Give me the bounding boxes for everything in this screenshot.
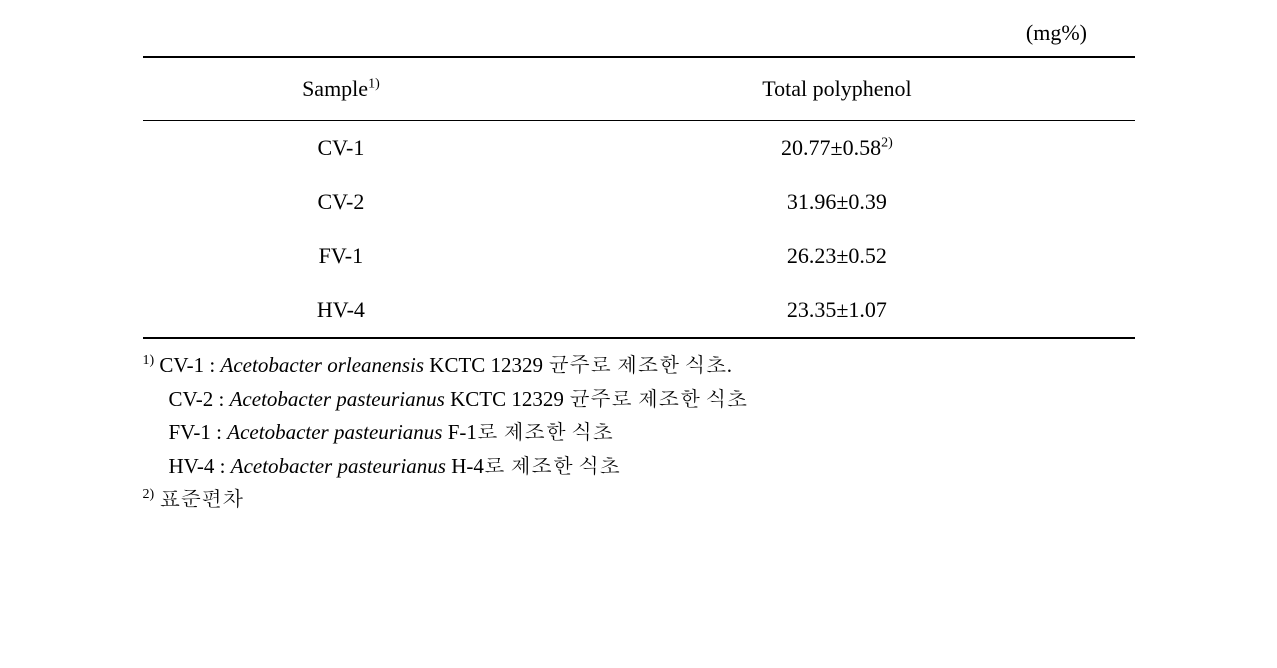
footnote-rest: KCTC 12329 균주로 제조한 식초 — [450, 387, 748, 411]
footnote-species: Acetobacter pasteurianus — [227, 420, 442, 444]
footnote-1-line-2: CV-2 : Acetobacter pasteurianus KCTC 123… — [143, 383, 1135, 417]
footnote-1-line-1: 1) CV-1 : Acetobacter orleanensis KCTC 1… — [143, 349, 1135, 383]
cell-value: 26.23±0.52 — [539, 229, 1134, 283]
cell-value-text: 20.77±0.58 — [781, 135, 881, 160]
header-value: Total polyphenol — [539, 57, 1134, 121]
header-sample-text: Sample — [302, 76, 368, 101]
footnote-species: Acetobacter orleanensis — [221, 353, 425, 377]
footnote-code: HV-4 — [169, 454, 215, 478]
footnote-rest: H-4로 제조한 식초 — [451, 454, 620, 478]
footnote-1-line-3: FV-1 : Acetobacter pasteurianus F-1로 제조한… — [143, 416, 1135, 450]
unit-label: (mg%) — [70, 20, 1207, 46]
footnote-code: CV-1 — [159, 353, 204, 377]
cell-sample: CV-2 — [143, 175, 540, 229]
table-row: HV-4 23.35±1.07 — [143, 283, 1135, 338]
cell-value: 23.35±1.07 — [539, 283, 1134, 338]
header-sample: Sample1) — [143, 57, 540, 121]
footnote-sep: : — [216, 420, 227, 444]
header-sample-sup: 1) — [368, 77, 380, 92]
footnote-2: 2) 표준편차 — [143, 483, 1135, 517]
footnote-2-sup: 2) — [143, 487, 155, 502]
polyphenol-table: Sample1) Total polyphenol CV-1 20.77±0.5… — [143, 56, 1135, 339]
table-body: CV-1 20.77±0.582) CV-2 31.96±0.39 FV-1 2… — [143, 121, 1135, 339]
cell-value: 20.77±0.582) — [539, 121, 1134, 176]
cell-value-text: 26.23±0.52 — [787, 243, 887, 268]
footnote-species: Acetobacter pasteurianus — [230, 387, 445, 411]
table-row: FV-1 26.23±0.52 — [143, 229, 1135, 283]
footnote-sep: : — [209, 353, 220, 377]
footnote-1-line-4: HV-4 : Acetobacter pasteurianus H-4로 제조한… — [143, 450, 1135, 484]
cell-value-text: 31.96±0.39 — [787, 189, 887, 214]
footnote-sep: : — [219, 387, 230, 411]
footnote-1-sup: 1) — [143, 353, 155, 368]
table-header-row: Sample1) Total polyphenol — [143, 57, 1135, 121]
footnote-code: CV-2 — [169, 387, 214, 411]
footnote-rest: KCTC 12329 균주로 제조한 식초. — [429, 353, 732, 377]
footnote-2-text: 표준편차 — [159, 487, 243, 511]
cell-value-text: 23.35±1.07 — [787, 297, 887, 322]
cell-sample: HV-4 — [143, 283, 540, 338]
footnote-rest: F-1로 제조한 식초 — [448, 420, 614, 444]
cell-sample: CV-1 — [143, 121, 540, 176]
footnote-species: Acetobacter pasteurianus — [231, 454, 446, 478]
footnotes: 1) CV-1 : Acetobacter orleanensis KCTC 1… — [143, 349, 1135, 517]
footnote-sep: : — [220, 454, 231, 478]
cell-value-sup: 2) — [881, 136, 893, 151]
table-row: CV-2 31.96±0.39 — [143, 175, 1135, 229]
footnote-code: FV-1 — [169, 420, 211, 444]
cell-value: 31.96±0.39 — [539, 175, 1134, 229]
cell-sample: FV-1 — [143, 229, 540, 283]
table-row: CV-1 20.77±0.582) — [143, 121, 1135, 176]
